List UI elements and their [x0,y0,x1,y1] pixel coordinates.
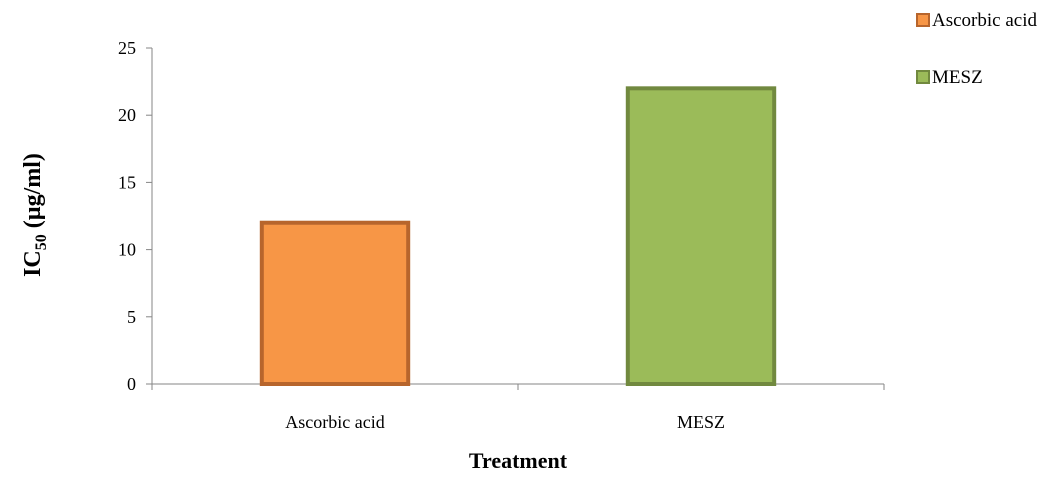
y-tick-label: 15 [118,172,136,192]
legend: Ascorbic acid MESZ [916,10,1037,88]
bars [259,86,777,386]
legend-label: MESZ [932,67,983,88]
bar [625,86,777,386]
bar [259,220,411,386]
y-axis-title: IC50 (µg/ml) [20,153,50,277]
y-tick-label: 25 [118,38,136,58]
y-tick-label: 5 [127,307,136,327]
y-axis-title-rest: (µg/ml) [20,153,46,234]
x-axis: Ascorbic acid MESZ [151,383,885,432]
x-axis-title: Treatment [469,448,568,473]
y-axis: 0 5 10 15 20 25 [118,38,153,394]
y-tick-label: 10 [118,240,136,260]
legend-swatch [916,13,930,27]
x-tick-label: MESZ [677,412,725,432]
y-axis-title-subscript: 50 [33,234,50,250]
y-axis-title-main: IC [20,250,46,277]
legend-label: Ascorbic acid [932,10,1037,31]
legend-swatch [916,70,930,84]
x-tick-label: Ascorbic acid [285,412,384,432]
y-tick-label: 0 [127,374,136,394]
y-tick-label: 20 [118,105,136,125]
